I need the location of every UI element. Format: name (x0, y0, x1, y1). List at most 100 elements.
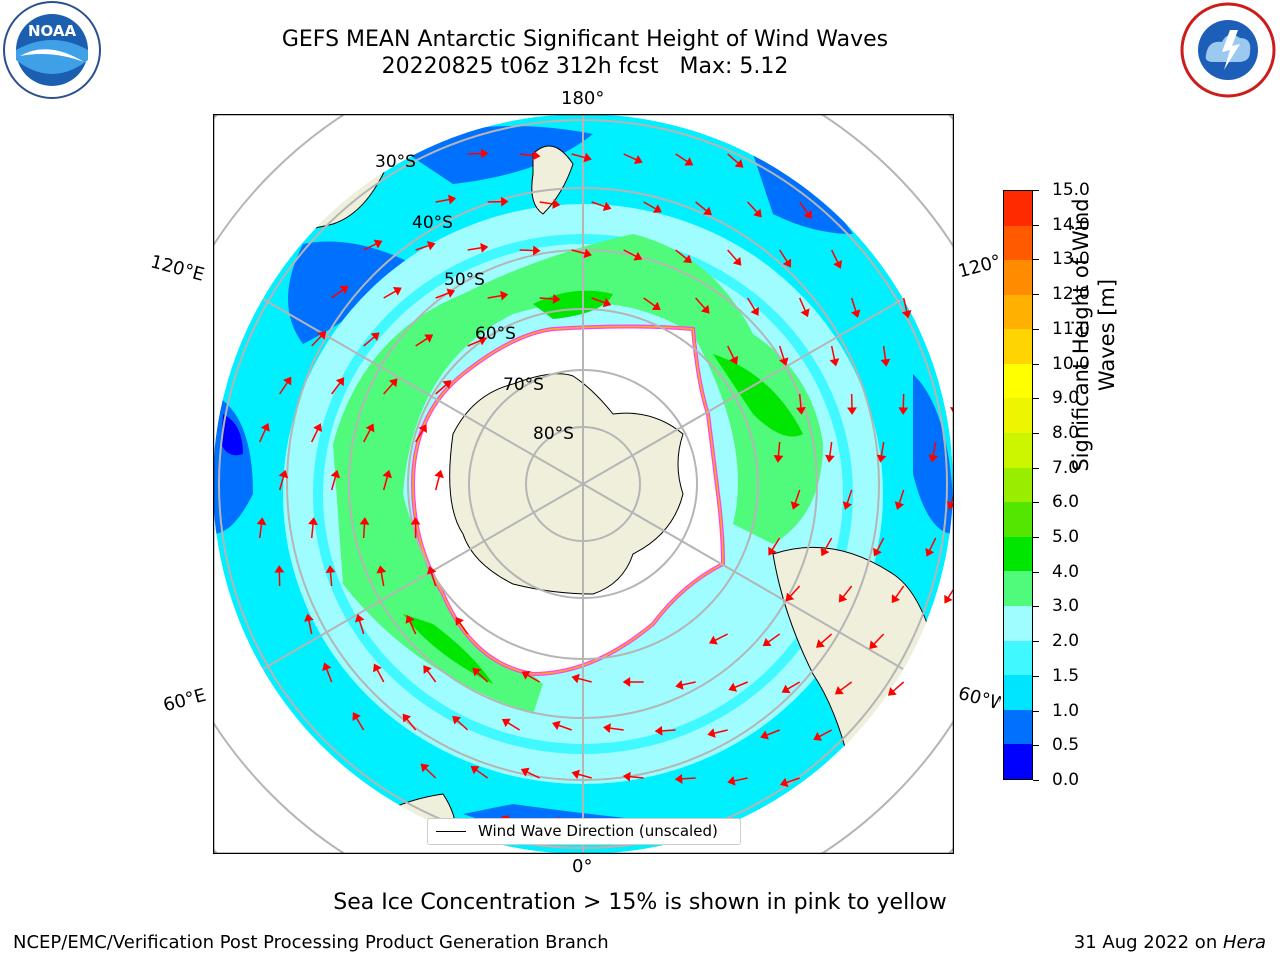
wave-direction-arrow (623, 249, 637, 258)
wave-direction-arrowhead (308, 517, 318, 526)
wave-direction-arrowhead (796, 406, 806, 415)
wave-direction-arrow (467, 152, 482, 155)
wave-direction-arrowhead (894, 501, 905, 510)
wave-direction-arrow (820, 633, 833, 644)
wave-direction-arrowhead (876, 454, 887, 463)
wave-direction-arrow (467, 339, 481, 347)
wave-direction-arrow (734, 681, 748, 689)
wave-direction-arrow (675, 153, 688, 163)
wave-direction-arrow (876, 537, 885, 551)
lat-label-30s: 30°S (375, 152, 416, 172)
lat-label-40s: 40°S (412, 213, 453, 233)
wave-direction-arrow (794, 489, 801, 504)
wave-direction-arrowhead (446, 288, 456, 298)
footer-machine: Hera (1222, 932, 1266, 953)
wave-direction-arrowhead (376, 565, 387, 574)
wave-direction-arrowhead (851, 309, 861, 318)
lon-label-120e: 120°E (148, 251, 207, 286)
wave-direction-arrow (733, 777, 748, 782)
wave-direction-arrowhead (472, 667, 482, 677)
colorbar-bin (1004, 606, 1032, 641)
wave-direction-arrow (526, 771, 540, 779)
wave-direction-arrowhead (480, 148, 489, 159)
wave-direction-arrowhead (891, 594, 901, 604)
wave-direction-arrowhead (602, 297, 612, 308)
wave-direction-arrowhead (571, 769, 580, 780)
wave-direction-arrow (278, 476, 285, 491)
wave-direction-arrowhead (674, 773, 683, 784)
wave-direction-arrowhead (847, 407, 857, 415)
wave-direction-arrow (363, 243, 377, 251)
wave-direction-arrowhead (455, 616, 464, 626)
wave-direction-arrow (777, 441, 781, 457)
wave-direction-arrow (435, 384, 447, 395)
colorbar-bin (1004, 225, 1032, 261)
wave-direction-arrow (778, 345, 785, 360)
colorbar-tick-label: 12.0 (1033, 284, 1090, 305)
lon-label-180: 180° (561, 88, 605, 109)
wave-direction-arrow (681, 681, 696, 686)
wave-direction-arrowhead (478, 336, 487, 346)
wave-direction-arrow (258, 524, 263, 539)
wave-direction-arrowhead (707, 728, 716, 738)
wave-direction-arrow (846, 489, 853, 504)
wave-direction-arrowhead (779, 777, 789, 788)
wave-direction-arrow (476, 671, 489, 683)
wave-direction-arrowhead (480, 243, 489, 253)
wave-direction-arrowhead (760, 730, 769, 740)
wave-direction-arrow (311, 335, 322, 347)
wave-direction-arrow (308, 620, 313, 635)
wave-direction-arrow (383, 290, 397, 299)
colorbar-tick-label: 1.5 (1032, 665, 1080, 686)
wave-direction-arrowhead (424, 334, 434, 343)
wave-direction-arrowhead (402, 713, 412, 723)
wave-direction-arrowhead (734, 159, 744, 168)
wave-direction-arrow (695, 297, 706, 309)
wave-direction-arrowhead (552, 199, 561, 209)
wave-direction-arrowhead (521, 671, 531, 680)
wave-direction-arrow (591, 201, 606, 208)
wave-direction-arrowhead (653, 204, 662, 213)
wave-direction-arrowhead (782, 258, 792, 268)
wave-direction-arrowhead (729, 355, 739, 365)
noaa-logo-text: NOAA (28, 22, 77, 40)
colorbar-bin (1004, 294, 1032, 330)
wave-direction-arrowhead (651, 301, 661, 311)
colorbar-bin (1004, 640, 1032, 676)
wave-direction-arrow (310, 429, 319, 443)
wave-direction-arrowhead (322, 662, 332, 672)
footer-date: 31 Aug 2022 on Hera (1074, 932, 1266, 953)
wave-direction-arrowhead (833, 259, 843, 269)
wave-direction-arrowhead (392, 287, 402, 296)
wind-wave-arrows (256, 148, 954, 831)
colorbar-tick-label: 6.0 (1032, 492, 1080, 513)
wave-direction-arrow (695, 201, 708, 212)
colorbar-bin (1004, 467, 1032, 503)
wave-direction-arrow (747, 297, 756, 311)
wave-direction-arrow (362, 523, 366, 539)
wave-direction-arrowhead (520, 767, 530, 777)
colorbar-tick-label: 4.0 (1032, 561, 1080, 582)
wave-direction-arrowhead (583, 152, 592, 163)
wave-direction-arrowhead (352, 712, 361, 721)
wave-direction-arrow (623, 153, 637, 161)
wave-direction-arrow (435, 198, 450, 203)
wave-direction-arrowhead (773, 455, 784, 463)
wave-direction-arrow (425, 767, 437, 779)
wave-direction-arrow (426, 670, 437, 683)
wave-direction-arrow (880, 441, 885, 456)
wave-direction-arrow (643, 201, 657, 210)
wave-direction-arrowhead (633, 251, 643, 261)
wave-direction-arrow (558, 724, 572, 731)
wave-direction-arrowhead (820, 547, 830, 557)
wave-direction-arrow (830, 249, 839, 263)
wave-direction-arrowhead (753, 208, 762, 218)
wave-direction-arrow (487, 294, 502, 299)
wave-direction-arrow (406, 718, 417, 731)
wave-direction-arrow (609, 727, 624, 731)
wave-direction-arrow (767, 633, 781, 643)
legend-line-icon (436, 831, 466, 832)
wave-direction-arrowhead (898, 407, 909, 415)
wave-direction-arrowhead (501, 196, 509, 207)
lat-label-80s: 80°S (533, 424, 574, 444)
